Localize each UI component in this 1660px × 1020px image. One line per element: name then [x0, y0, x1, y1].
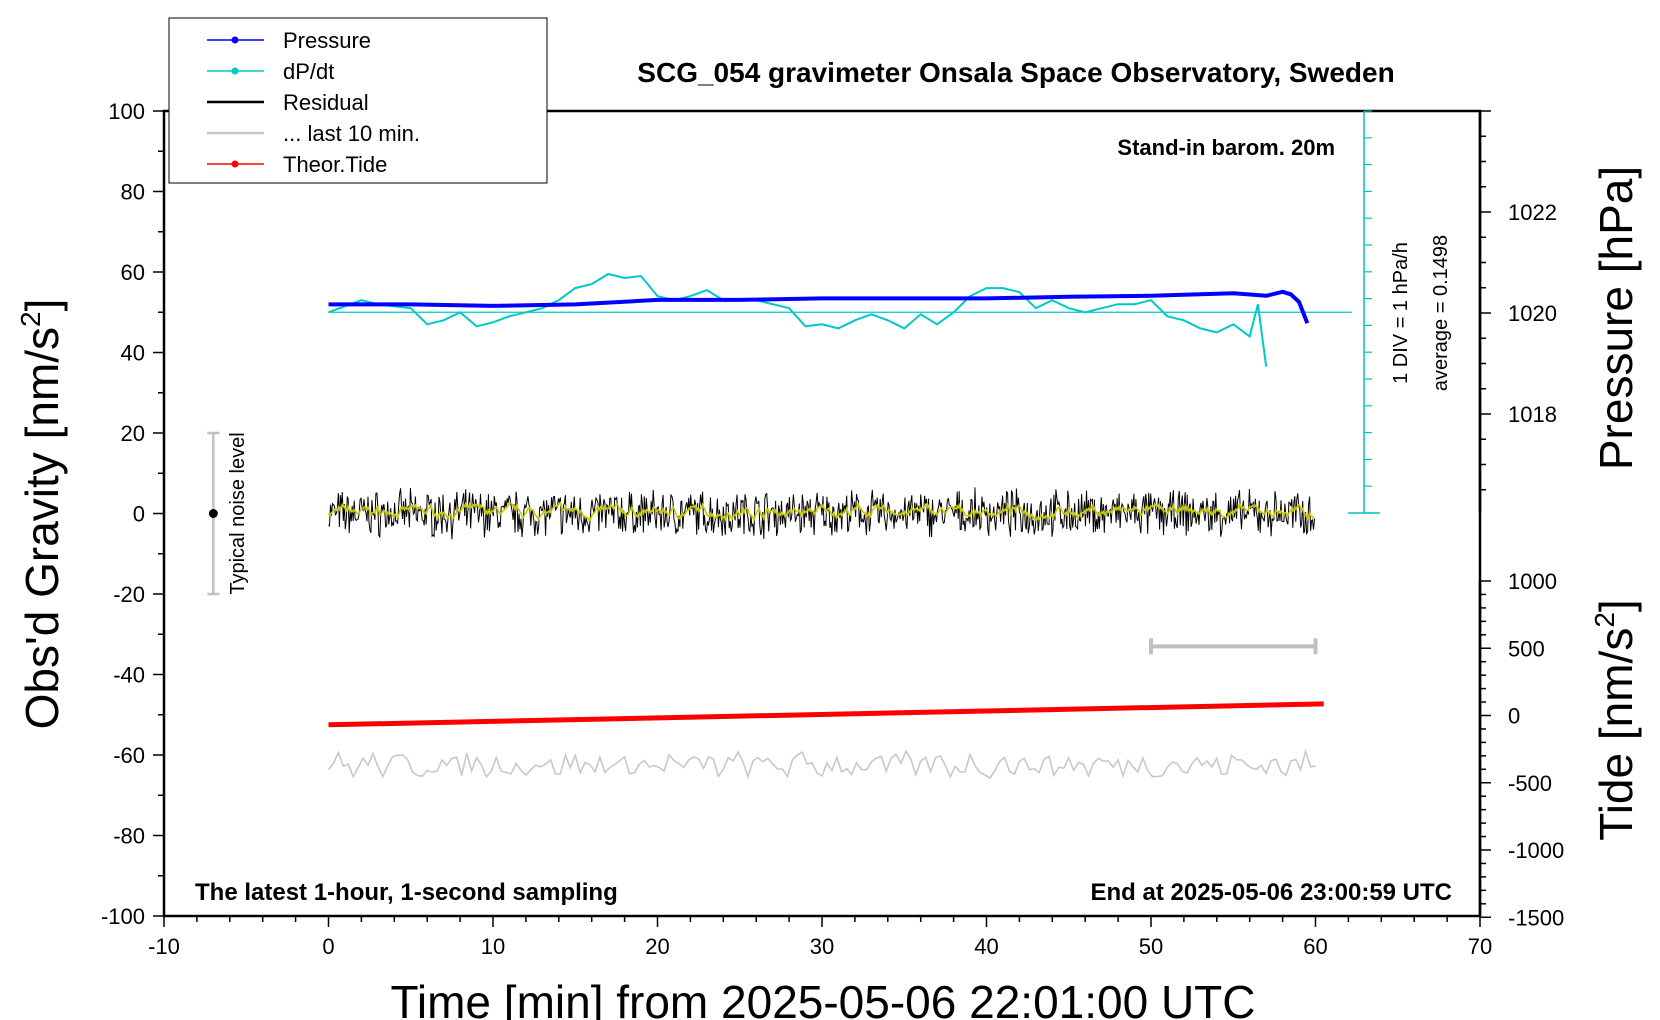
dpdt-scale-bar	[1348, 110, 1380, 514]
pressure-tick-label: 1020	[1508, 301, 1557, 326]
x-tick-label: 10	[481, 934, 505, 959]
average-label: average = 0.1498	[1430, 235, 1452, 391]
x-tick-label: 50	[1139, 934, 1163, 959]
legend: Pressure dP/dt Residual ... last 10 min. The…	[168, 17, 548, 184]
x-axis: -10 0 10 20 30 40 50 60 70	[148, 916, 1492, 959]
ylabel-sup: 2	[15, 311, 46, 327]
last-10-min-line	[327, 748, 1316, 780]
series-layer	[327, 272, 1352, 780]
legend-marker	[231, 160, 239, 168]
legend-label: Residual	[283, 90, 369, 115]
tide-tick-label: 500	[1508, 636, 1545, 661]
div-label: 1 DIV = 1 hPa/h	[1390, 242, 1412, 384]
x-tick-label: 30	[810, 934, 834, 959]
residual-line	[328, 487, 1315, 540]
tide-tick-label: -1000	[1508, 838, 1564, 863]
residual-smoothed-line	[327, 500, 1315, 523]
y-tick-label: -100	[101, 904, 145, 929]
y3label-end: ]	[1590, 599, 1642, 612]
legend-label: Pressure	[283, 28, 371, 53]
x-tick-label: 60	[1303, 934, 1327, 959]
y-axis-tide: 1000 500 0 -500 -1000 -1500	[1478, 569, 1564, 930]
y-axis-left: 100 80 60 40 20 0 -20 -40 -60 -80 -100	[101, 99, 164, 929]
x-tick-label: 40	[974, 934, 998, 959]
barometer-label: Stand-in barom. 20m	[1117, 135, 1335, 160]
x-tick-label: 0	[322, 934, 334, 959]
x-tick-label: 70	[1468, 934, 1492, 959]
tide-tick-label: -500	[1508, 771, 1552, 796]
noise-level-indicator: Typical noise level	[207, 431, 249, 596]
x-tick-label: 20	[645, 934, 669, 959]
y-axis-title-left: Obs'd Gravity [nm/s2]	[15, 299, 68, 730]
tide-tick-label: 1000	[1508, 569, 1557, 594]
noise-bar-center-dot	[208, 509, 218, 518]
ylabel-main: Obs'd Gravity [nm/s	[16, 327, 68, 729]
y-tick-label: 0	[133, 502, 145, 527]
y-tick-label: -40	[113, 663, 145, 688]
y-tick-label: -80	[113, 824, 145, 849]
y-tick-label: -60	[113, 743, 145, 768]
legend-box	[168, 17, 548, 184]
legend-label: Theor.Tide	[283, 152, 387, 177]
pressure-tick-label: 1018	[1508, 402, 1557, 427]
noise-level-label: Typical noise level	[227, 432, 249, 594]
y-tick-label: 80	[121, 180, 145, 205]
y-tick-label: 40	[121, 341, 145, 366]
tide-tick-label: 0	[1508, 704, 1520, 729]
pressure-line	[328, 289, 1310, 324]
y-tick-label: 20	[121, 421, 145, 446]
y3label-sup: 2	[1589, 612, 1620, 628]
pressure-tick-label: 1022	[1508, 200, 1557, 225]
chart-title: SCG_054 gravimeter Onsala Space Observat…	[637, 57, 1394, 88]
y-tick-label: 60	[121, 260, 145, 285]
dpdt-line	[328, 272, 1268, 367]
y-axis-title-pressure: Pressure [hPa]	[1590, 166, 1642, 470]
y-tick-label: 100	[108, 99, 145, 124]
tide-line	[328, 701, 1324, 728]
ylabel-end: ]	[16, 299, 68, 312]
tide-tick-label: -1500	[1508, 905, 1564, 930]
y-axis-title-tide: Tide [nm/s2]	[1589, 599, 1642, 840]
legend-label: ... last 10 min.	[283, 121, 420, 146]
y-tick-label: -20	[113, 582, 145, 607]
x-axis-title: Time [min] from 2025-05-06 22:01:00 UTC	[391, 976, 1256, 1020]
legend-marker	[231, 36, 239, 44]
bottom-left-note: The latest 1-hour, 1-second sampling	[195, 879, 618, 906]
legend-label: dP/dt	[283, 59, 334, 84]
y-axis-pressure: 1022 1020 1018	[1478, 110, 1557, 513]
legend-marker	[231, 67, 239, 75]
bottom-right-note: End at 2025-05-06 23:00:59 UTC	[1091, 879, 1453, 906]
y3label-main: Tide [nm/s	[1590, 628, 1642, 841]
x-tick-label: -10	[148, 934, 180, 959]
